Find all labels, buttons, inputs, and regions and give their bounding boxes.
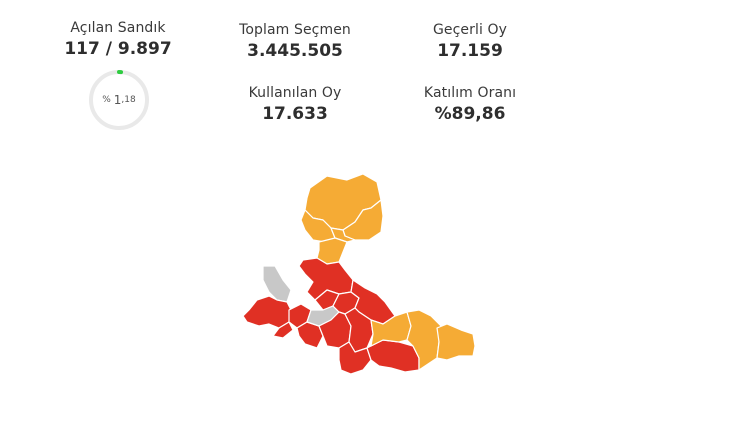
district-results-map [242, 173, 476, 375]
opened-ballot-boxes-value: 117 / 9.897 [64, 39, 172, 59]
gauge-percent-decimal: ,18 [121, 95, 136, 105]
total-voters-label: Toplam Seçmen [239, 22, 351, 38]
gauge-percent-text: % 1,18 [88, 69, 150, 131]
valid-votes-stat: Geçerli Oy 17.159 [390, 22, 550, 61]
district-red-center-4[interactable] [344, 307, 374, 353]
turnout-rate-value: %89,86 [434, 104, 506, 124]
gauge-percent-sign: % [102, 95, 111, 105]
cast-votes-stat: Kullanılan Oy 17.633 [215, 85, 375, 124]
district-red-west-2[interactable] [272, 321, 294, 339]
turnout-rate-label: Katılım Oranı [423, 85, 517, 101]
district-orange-east-2[interactable] [406, 309, 442, 371]
valid-votes-value: 17.159 [437, 41, 503, 61]
gauge-progress-arc [89, 70, 149, 130]
cast-votes-value: 17.633 [262, 104, 328, 124]
opened-ballot-progress-gauge: % 1,18 [88, 69, 150, 131]
gauge-ring [89, 70, 149, 130]
total-voters-value: 3.445.505 [247, 41, 343, 61]
opened-ballot-boxes-stat: Açılan Sandık 117 / 9.897 [38, 20, 198, 59]
district-red-south-1[interactable] [338, 341, 372, 375]
opened-ballot-boxes-label: Açılan Sandık [70, 20, 166, 36]
district-red-west-1[interactable] [242, 295, 292, 329]
turnout-rate-stat: Katılım Oranı %89,86 [390, 85, 550, 124]
total-voters-stat: Toplam Seçmen 3.445.505 [215, 22, 375, 61]
district-orange-east-3[interactable] [436, 323, 476, 361]
gauge-percent-integer: 1 [113, 93, 122, 107]
valid-votes-label: Geçerli Oy [432, 22, 508, 38]
cast-votes-label: Kullanılan Oy [248, 85, 342, 101]
